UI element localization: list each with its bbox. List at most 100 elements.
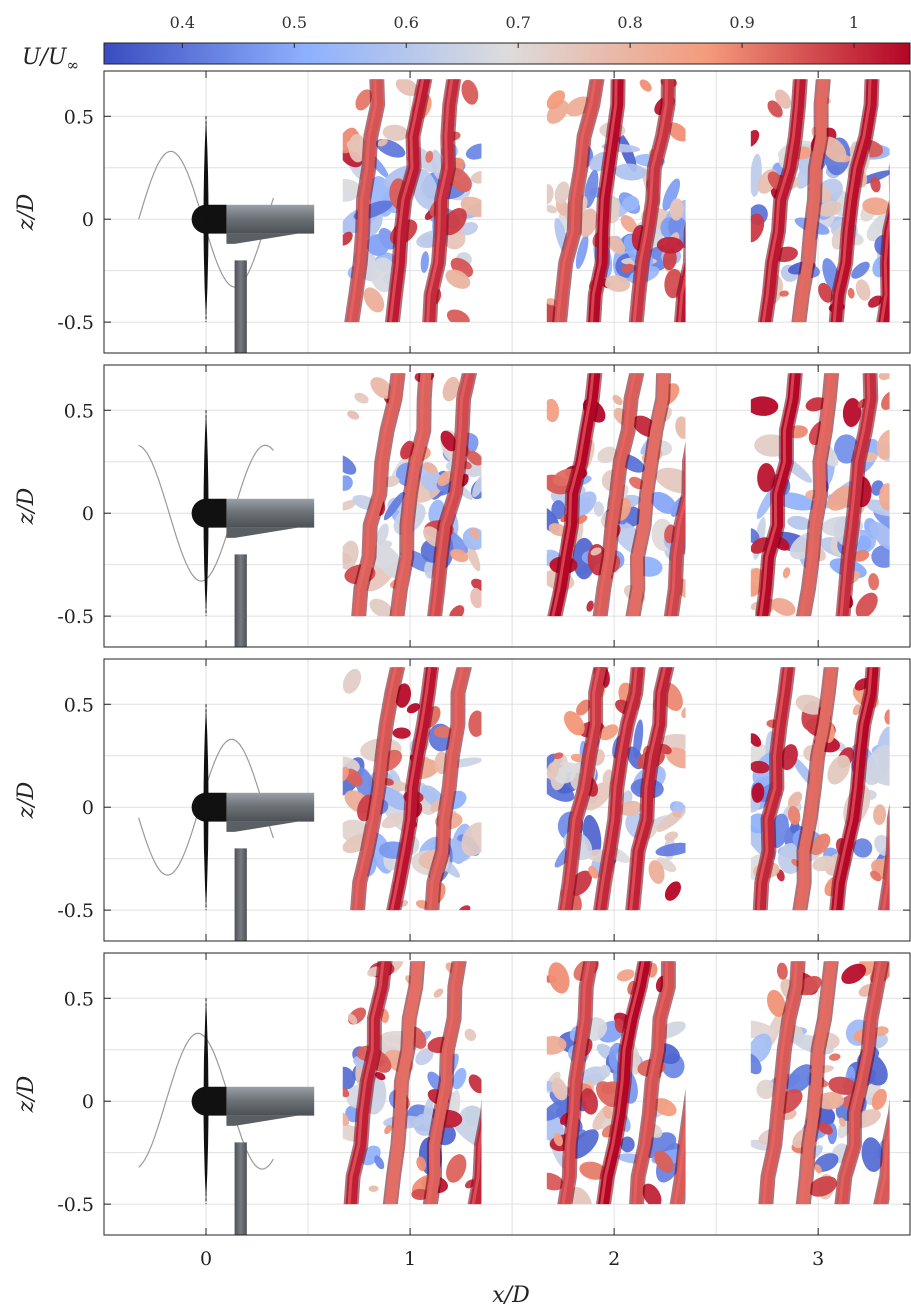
vortex-fragment [382, 124, 409, 141]
vortex-blob [861, 1137, 883, 1172]
tip-vortex-tube-core [424, 79, 460, 323]
wake-window-1 [342, 667, 482, 911]
vortex-fragment [342, 1086, 350, 1098]
vortex-fragment [374, 1071, 386, 1081]
tip-vortex-highlight [556, 79, 597, 323]
tip-vortex-tube-core [671, 1102, 686, 1205]
tip-vortex-tube [673, 221, 686, 323]
vortex-fragment [580, 1088, 598, 1115]
vortex-fragment [602, 769, 613, 784]
vortex-blob [787, 515, 812, 530]
vortex-fragment [808, 1176, 838, 1197]
vortex-fragment [648, 860, 665, 884]
y-axis-title: z/D [14, 193, 39, 231]
wake-window-2 [546, 667, 686, 911]
tip-vortex-tube-core [429, 373, 476, 617]
y-tick-label: -0.5 [57, 900, 94, 922]
vortex-fragment [852, 704, 861, 716]
vortex-blob [546, 1098, 571, 1121]
vortex-fragment [639, 79, 652, 92]
turbine [191, 116, 315, 353]
vortex-fragment [342, 766, 349, 782]
tip-vortex-tube-core [630, 79, 674, 323]
tip-vortex-highlight [629, 373, 664, 617]
tip-vortex-highlight [629, 667, 667, 911]
tip-vortex-highlight [839, 373, 871, 617]
vortex-fragment [468, 710, 482, 737]
tip-vortex-tube-core [754, 667, 794, 911]
vortex-fragment [416, 1156, 427, 1172]
vortex-fragment [672, 810, 682, 818]
tip-vortex-tube-core [384, 961, 424, 1205]
wake-window-1 [342, 373, 482, 617]
y-tick-label: 0 [82, 209, 94, 231]
turbine-nacelle-support [226, 821, 298, 832]
y-tick-label: 0.5 [64, 400, 94, 422]
vortex-fragment [838, 1117, 846, 1127]
tip-vortex-highlight [881, 852, 890, 911]
axes-frame [103, 952, 911, 1236]
colorbar-ticks: 0.4 0.5 0.6 0.7 0.8 0.9 1 [170, 13, 859, 48]
turbine-hub [191, 204, 227, 234]
tip-vortex-tube-core [595, 667, 644, 911]
y-axis-title: z/D [14, 487, 39, 525]
tip-vortex-highlight [833, 667, 873, 911]
tip-vortex-highlight [800, 373, 832, 617]
tip-vortex-tube-core [631, 961, 674, 1205]
vortex-fragment [766, 989, 786, 1017]
vortex-fragment [599, 724, 619, 741]
vortex-fragment [787, 805, 801, 825]
wake-window-1 [342, 961, 482, 1205]
vortex-fragment [621, 263, 635, 273]
turbine-tower [234, 260, 247, 353]
turbine-nacelle [226, 498, 315, 528]
vortex-fragment [446, 309, 470, 323]
tip-vortex-highlight [667, 486, 686, 617]
vortex-fragment [377, 138, 388, 147]
vortex-fragment [878, 373, 890, 381]
turbine-tower [234, 554, 247, 647]
x-tick-label: 2 [608, 1248, 620, 1270]
vortex-blob [750, 528, 760, 544]
vortex-fragment [876, 429, 890, 460]
tip-vortex-highlight [832, 79, 872, 323]
x-tick-label: 3 [812, 1248, 824, 1270]
vortex-fragment [437, 471, 453, 486]
turbine-nacelle-support [226, 1115, 298, 1126]
tip-vortex-highlight [431, 373, 469, 617]
vortex-fragment [570, 753, 584, 762]
vortex-blob [459, 222, 478, 236]
vortex-blob [617, 133, 637, 173]
vortex-fragment [750, 760, 770, 774]
vortex-blob [383, 491, 405, 521]
vortex-fragment [809, 833, 831, 856]
y-tick-label: 0 [82, 503, 94, 525]
colorbar-title: U/U∞ [22, 45, 79, 74]
tip-vortex-tube-core [757, 373, 801, 617]
vortex-fragment [862, 197, 890, 216]
vortex-fragment [546, 184, 554, 205]
vortex-fragment [884, 709, 890, 725]
vortex-blob [462, 527, 482, 551]
vortex-fragment [868, 573, 880, 591]
tip-vortex-highlight [600, 961, 645, 1205]
vortex-blob [874, 834, 890, 857]
vortex-fragment [757, 463, 776, 493]
tip-vortex-highlight [388, 79, 425, 323]
vortex-blob [650, 491, 677, 515]
tip-vortex-tube-core [352, 667, 404, 911]
vortex-blob [869, 521, 890, 552]
vortex-blob [786, 1064, 815, 1094]
tip-vortex-highlight [561, 667, 601, 911]
tip-vortex-tube-core [549, 373, 601, 617]
vortex-blob [381, 812, 406, 829]
vortex-fragment [461, 79, 479, 105]
turbine [191, 704, 315, 941]
vortex-fragment [787, 791, 803, 809]
vortex-fragment [879, 483, 890, 511]
vortex-blob [342, 178, 362, 202]
vortex-fragment [546, 90, 566, 110]
vortex-fragment [466, 450, 482, 466]
vortex-fragment [546, 1036, 567, 1055]
colorbar-tick-label: 0.6 [394, 13, 419, 32]
